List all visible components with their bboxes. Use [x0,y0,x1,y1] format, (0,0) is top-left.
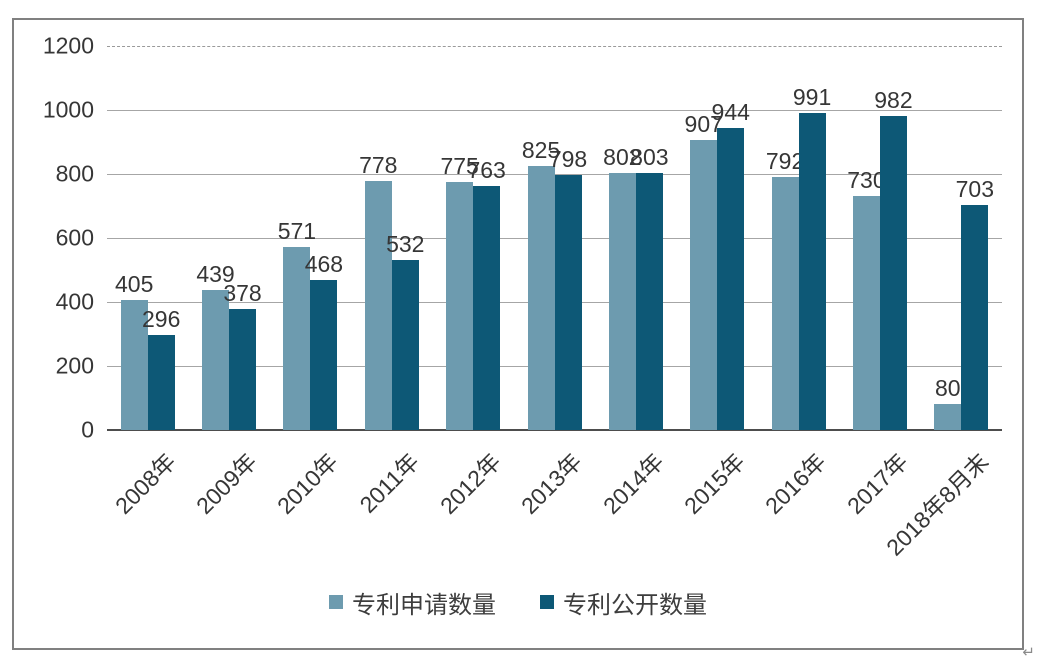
bar [202,290,230,430]
value-label: 378 [223,280,262,306]
x-tick-label: 2015年 [679,448,750,520]
bar [934,404,962,430]
bar [229,309,257,430]
bar [798,113,826,430]
value-label: 405 [114,271,154,297]
bar [310,280,338,430]
value-label: 571 [277,218,317,244]
value-label: 468 [304,251,344,277]
legend-item: 专利申请数量 [329,585,496,620]
value-label: 296 [141,306,181,332]
value-label: 803 [630,144,669,170]
y-tick-label: 1000 [42,96,94,123]
gridline [107,110,1002,111]
legend: 专利申请数量 专利公开数量 [14,585,1022,620]
bar [961,205,989,430]
x-tick-label: 2010年 [272,448,344,520]
y-tick-label: 200 [55,352,94,379]
legend-item: 专利公开数量 [540,585,707,620]
legend-swatch [329,595,343,609]
gridline [107,429,1002,431]
bar [473,186,501,430]
value-label: 798 [548,146,588,172]
bar [879,116,907,430]
paragraph-return-mark: ↵ [1022,644,1035,661]
x-tick-label: 2009年 [190,448,262,520]
y-tick-label: 0 [81,416,94,443]
value-label: 991 [792,84,832,110]
gridline [107,46,1002,47]
value-label: 763 [467,157,506,183]
value-label: 802 [603,144,642,170]
y-tick-label: 1200 [42,32,94,59]
bar [771,177,799,430]
x-tick-label: 2013年 [516,448,588,520]
value-label: 825 [521,137,561,163]
value-label: 439 [196,261,235,287]
bar [690,140,718,430]
y-tick-label: 800 [55,160,94,187]
chart-frame: 0 200 400 600 800 1000 1200 405 296 439 378 571 468… [12,18,1024,650]
legend-swatch [540,595,554,609]
x-tick-label: 2014年 [597,448,669,520]
value-label: 775 [440,153,479,179]
value-label: 792 [765,148,805,174]
value-label: 944 [711,99,750,125]
bar [635,173,663,430]
value-label: 532 [386,231,425,257]
bar [283,247,311,430]
bar [391,260,419,430]
legend-label: 专利申请数量 [352,591,496,619]
x-tick-label: 2012年 [434,448,506,520]
x-axis: 2008年 2009年 2010年 2011年 2012年 2013年 2014年 2015年… [107,430,1002,600]
x-tick-label: 2011年 [354,448,425,518]
gridline [107,174,1002,175]
bar [120,300,148,430]
y-tick-label: 600 [55,224,94,251]
value-label: 982 [874,87,913,113]
y-tick-label: 400 [55,288,94,315]
bar [446,182,474,430]
y-axis: 0 200 400 600 800 1000 1200 [14,33,94,443]
value-label: 778 [359,152,398,178]
bar [364,181,392,430]
bar [527,166,555,430]
legend-label: 专利公开数量 [563,591,707,619]
bar [717,128,745,430]
bar [852,196,880,430]
bar [554,175,582,430]
x-tick-label: 2008年 [109,448,181,520]
x-tick-label: 2017年 [841,448,913,520]
value-label: 80 [935,375,961,401]
plot-area: 405 296 439 378 571 468 778 532 775 763 825 798 802 8… [107,46,1002,431]
value-label: 907 [684,111,723,137]
x-tick-label: 2016年 [760,448,832,520]
value-label: 703 [955,176,994,202]
value-label: 730 [847,167,886,193]
bar [147,335,175,430]
bar [608,173,636,430]
